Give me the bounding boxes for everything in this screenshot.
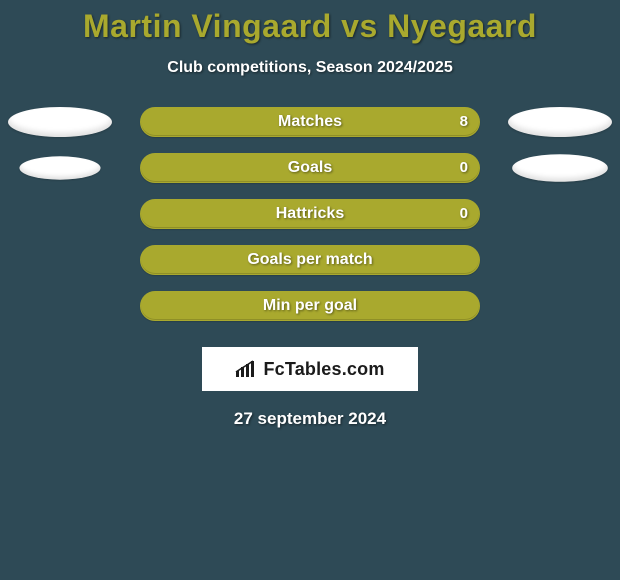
- source-badge-text: FcTables.com: [263, 359, 384, 380]
- page-subtitle: Club competitions, Season 2024/2025: [0, 59, 620, 77]
- stat-bar: [140, 107, 480, 137]
- stat-bar-wrap: Hattricks0: [140, 199, 480, 229]
- stat-row: Min per goal: [0, 289, 620, 335]
- stat-row: Hattricks0: [0, 197, 620, 243]
- player-avatar-right: [512, 154, 608, 182]
- stat-bar-wrap: Goals0: [140, 153, 480, 183]
- snapshot-date: 27 september 2024: [0, 409, 620, 429]
- player-avatar-left: [19, 156, 100, 179]
- stat-value-right: 8: [460, 107, 468, 137]
- stat-bar: [140, 245, 480, 275]
- comparison-card: Martin Vingaard vs Nyegaard Club competi…: [0, 0, 620, 580]
- source-badge: FcTables.com: [202, 347, 418, 391]
- stat-value-right: 0: [460, 153, 468, 183]
- stat-bar: [140, 153, 480, 183]
- stat-value-right: 0: [460, 199, 468, 229]
- stat-row: Goals per match: [0, 243, 620, 289]
- stat-bar-wrap: Matches8: [140, 107, 480, 137]
- stat-row: Goals0: [0, 151, 620, 197]
- stat-rows: Matches8 Goals0 Hattricks0 Goals per match M…: [0, 105, 620, 335]
- page-title: Martin Vingaard vs Nyegaard: [0, 8, 620, 45]
- stat-row: Matches8: [0, 105, 620, 151]
- stat-bar-wrap: Goals per match: [140, 245, 480, 275]
- chart-icon: [235, 360, 257, 378]
- player-avatar-right: [508, 107, 612, 137]
- stat-bar-wrap: Min per goal: [140, 291, 480, 321]
- stat-bar: [140, 291, 480, 321]
- player-avatar-left: [8, 107, 112, 137]
- stat-bar: [140, 199, 480, 229]
